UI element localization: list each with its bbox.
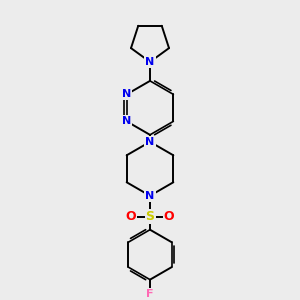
Text: N: N [146,57,154,67]
Text: O: O [164,210,174,223]
Text: F: F [146,289,154,298]
Text: N: N [146,137,154,147]
Text: N: N [122,89,131,99]
Text: N: N [122,116,131,126]
Text: N: N [146,191,154,201]
Text: O: O [126,210,136,223]
Text: S: S [146,210,154,223]
